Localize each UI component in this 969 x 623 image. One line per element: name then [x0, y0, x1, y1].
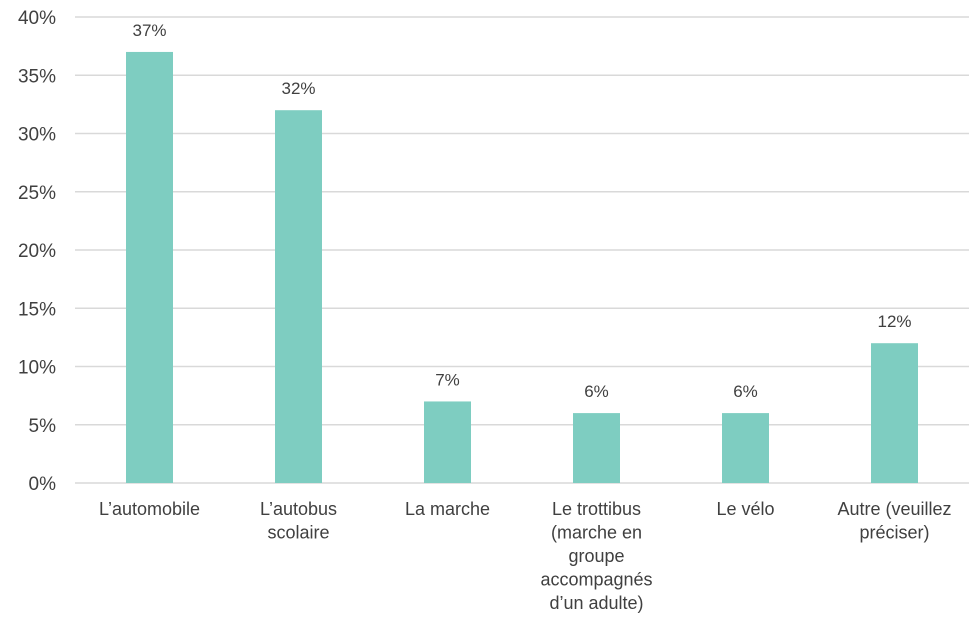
- category-label: L’autobus: [260, 499, 337, 519]
- category-label: scolaire: [267, 523, 329, 543]
- bar: [871, 343, 918, 483]
- bar: [275, 110, 322, 483]
- data-label: 12%: [877, 312, 911, 331]
- bars: [126, 51, 918, 483]
- category-label: Le trottibus: [552, 499, 641, 519]
- y-tick-label: 40%: [18, 8, 56, 29]
- category-label: groupe: [568, 546, 624, 566]
- y-axis-ticks: 0% 5% 10% 15% 20% 25% 30% 35% 40%: [18, 8, 56, 495]
- bar: [424, 401, 471, 483]
- y-tick-label: 15%: [18, 299, 56, 320]
- category-label: préciser): [859, 523, 929, 543]
- y-tick-label: 10%: [18, 358, 56, 379]
- data-label: 32%: [281, 79, 315, 98]
- data-labels: 37% 32% 7% 6% 6% 12%: [132, 21, 911, 401]
- category-label: Autre (veuillez: [837, 499, 951, 519]
- bar: [126, 51, 173, 483]
- category-label: (marche en: [551, 523, 642, 543]
- bar: [722, 413, 769, 483]
- y-tick-label: 5%: [29, 416, 57, 437]
- y-tick-label: 20%: [18, 241, 56, 262]
- gridlines: [75, 16, 969, 484]
- category-label: accompagnés: [540, 570, 652, 590]
- y-tick-label: 35%: [18, 66, 56, 87]
- category-label: Le vélo: [716, 499, 774, 519]
- y-tick-label: 30%: [18, 125, 56, 146]
- x-axis-categories: L’automobile L’autobus scolaire La marche Le…: [99, 499, 952, 613]
- data-label: 37%: [132, 21, 166, 40]
- y-tick-label: 0%: [29, 474, 57, 495]
- y-tick-label: 25%: [18, 183, 56, 204]
- data-label: 6%: [584, 382, 609, 401]
- data-label: 6%: [733, 382, 758, 401]
- data-label: 7%: [435, 370, 460, 389]
- category-label: L’automobile: [99, 499, 200, 519]
- category-label: La marche: [405, 499, 490, 519]
- bar: [573, 413, 620, 483]
- category-label: d’un adulte): [549, 593, 643, 613]
